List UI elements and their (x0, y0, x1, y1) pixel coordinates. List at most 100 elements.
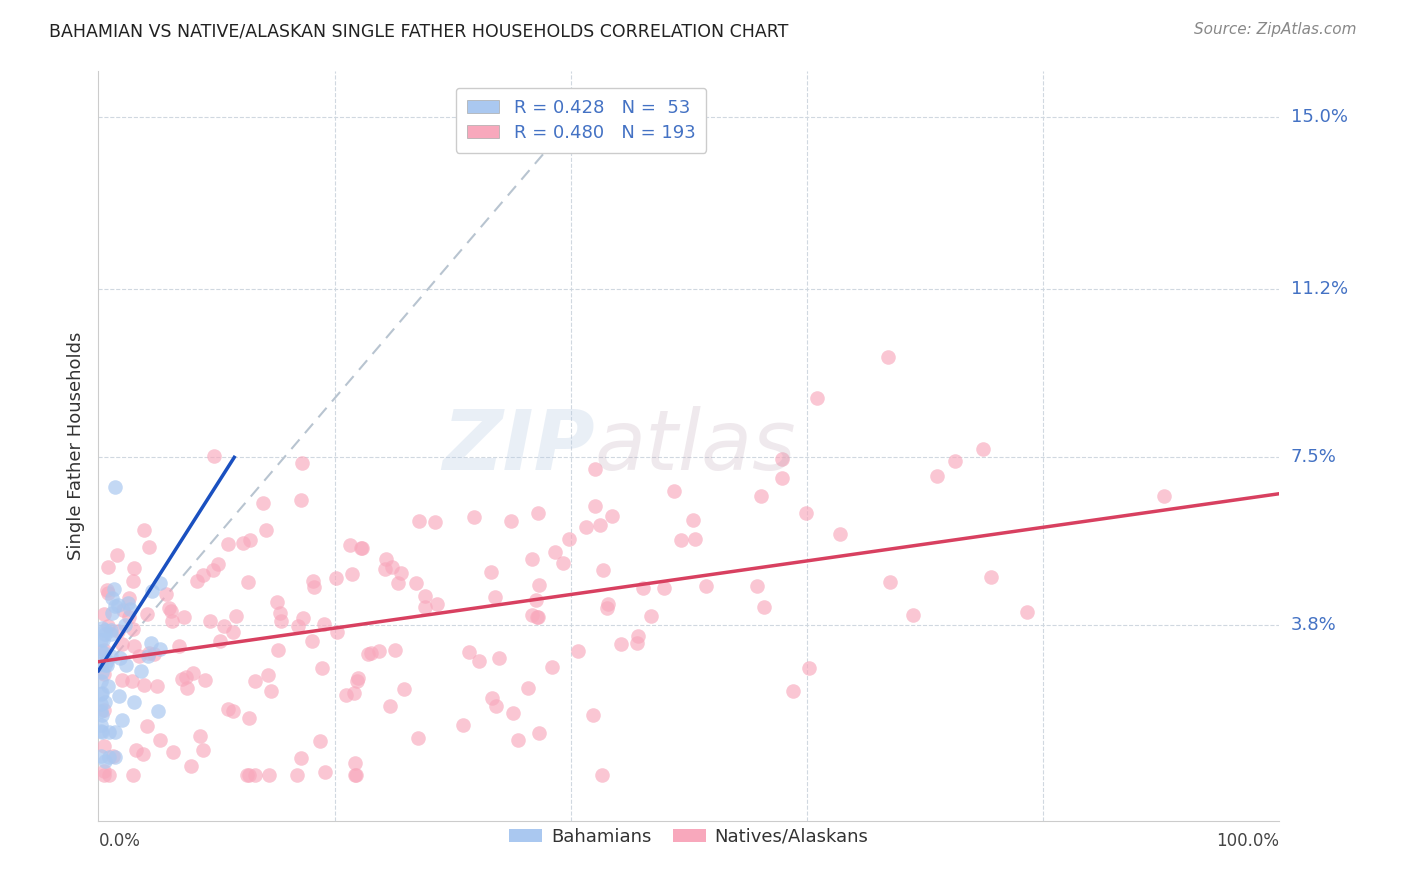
Point (111, 673, 134, 687)
Point (135, 719, 157, 733)
Point (94, 623, 117, 637)
Point (118, 591, 141, 605)
Point (652, 581, 675, 595)
Point (485, 698, 508, 713)
Point (93, 607, 115, 621)
Point (669, 533, 692, 547)
Point (236, 768, 259, 782)
Point (104, 599, 127, 613)
Point (453, 717, 475, 731)
Point (754, 600, 776, 615)
Point (695, 579, 717, 593)
Point (90, 674, 112, 689)
Point (93, 646, 115, 660)
Point (325, 571, 347, 585)
Point (108, 689, 131, 703)
Point (290, 493, 312, 508)
Point (408, 514, 430, 528)
Point (745, 579, 768, 593)
Point (100, 607, 122, 621)
Text: 100.0%: 100.0% (1216, 832, 1279, 850)
Point (103, 582, 125, 597)
Point (1153, 489, 1175, 503)
Point (749, 490, 772, 504)
Point (188, 729, 211, 743)
Point (343, 686, 366, 700)
Point (558, 532, 581, 546)
Point (91, 686, 114, 700)
Point (97, 586, 120, 600)
Point (626, 636, 648, 650)
Text: 7.5%: 7.5% (1291, 449, 1337, 467)
Point (423, 515, 446, 529)
Point (524, 593, 547, 607)
Point (118, 610, 141, 624)
Point (202, 450, 225, 464)
Point (591, 768, 613, 782)
Point (90, 724, 112, 739)
Point (529, 578, 551, 592)
Point (91, 665, 114, 679)
Point (104, 750, 127, 764)
Point (499, 514, 522, 528)
Point (269, 606, 291, 620)
Point (97, 619, 120, 633)
Point (122, 639, 145, 653)
Point (94, 657, 117, 672)
Point (121, 622, 143, 636)
Point (344, 768, 367, 782)
Point (368, 644, 391, 658)
Point (110, 651, 132, 665)
Point (389, 566, 412, 581)
Point (254, 523, 277, 537)
Point (592, 563, 614, 577)
Point (520, 607, 543, 622)
Point (194, 673, 217, 687)
Point (551, 556, 574, 570)
Point (93, 764, 115, 779)
Point (347, 671, 370, 685)
Point (217, 702, 239, 716)
Text: 11.2%: 11.2% (1291, 280, 1348, 298)
Point (91, 632, 114, 647)
Point (311, 661, 333, 675)
Point (980, 570, 1002, 584)
Point (683, 532, 706, 546)
Point (107, 624, 129, 638)
Point (346, 673, 368, 688)
Point (100, 626, 122, 640)
Point (381, 560, 404, 574)
Point (527, 507, 550, 521)
Point (357, 647, 380, 661)
Point (627, 629, 650, 643)
Point (309, 733, 332, 747)
Point (100, 623, 122, 637)
Point (243, 768, 266, 782)
Text: ZIP: ZIP (441, 406, 595, 486)
Point (90, 643, 112, 657)
Point (222, 624, 245, 639)
Point (352, 541, 374, 556)
Point (222, 704, 245, 718)
Point (582, 708, 605, 723)
Point (138, 541, 160, 555)
Point (207, 557, 229, 571)
Point (575, 520, 598, 534)
Point (312, 616, 335, 631)
Point (129, 665, 152, 679)
Point (173, 610, 195, 624)
Point (176, 681, 198, 696)
Point (90, 657, 112, 671)
Text: 0.0%: 0.0% (98, 832, 141, 850)
Point (202, 563, 225, 577)
Point (314, 765, 336, 780)
Point (114, 658, 136, 673)
Point (302, 581, 325, 595)
Point (484, 590, 506, 604)
Point (360, 646, 382, 660)
Point (266, 595, 288, 609)
Point (183, 666, 205, 681)
Point (105, 548, 128, 562)
Point (339, 538, 361, 552)
Point (217, 537, 239, 551)
